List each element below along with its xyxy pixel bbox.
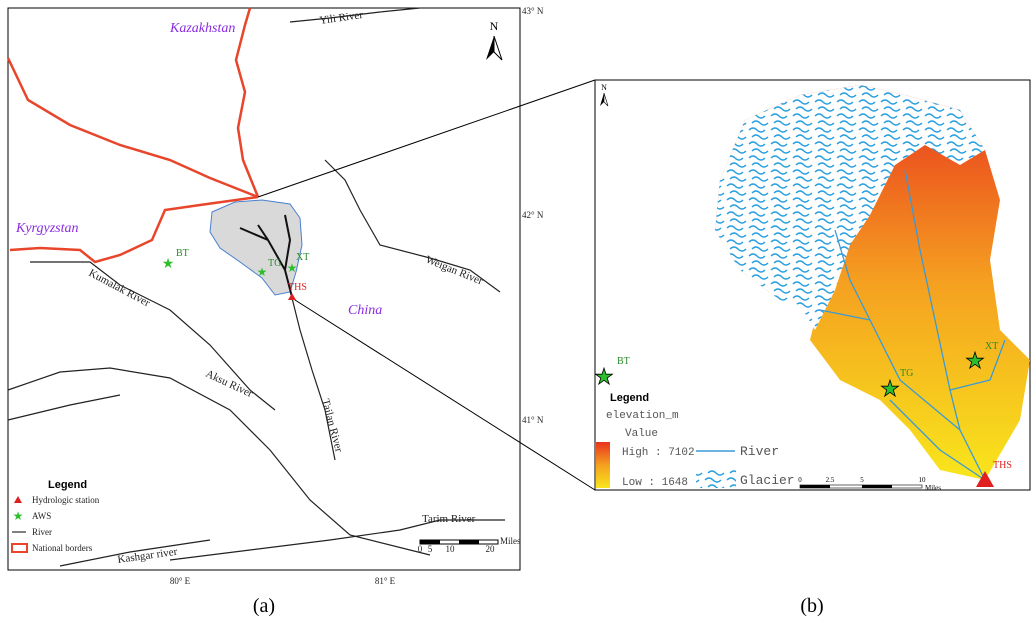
aws-marker: ★ <box>162 257 175 272</box>
station-label: TG <box>900 368 913 379</box>
scale-label: 2.5 <box>826 476 835 484</box>
legend-title: Legend <box>48 479 87 491</box>
scale-label: 0 <box>798 476 802 484</box>
station-label: THS <box>993 460 1012 471</box>
river-label: Tarim River <box>422 513 476 525</box>
station-label: BT <box>176 248 189 259</box>
scale-label: 20 <box>486 544 496 554</box>
north-label: N <box>601 83 607 92</box>
country-label: Kyrgyzstan <box>15 221 78 236</box>
panel-a: Kazakhstan Kyrgyzstan China Yili River W… <box>8 6 544 617</box>
legend-item: River <box>740 444 779 459</box>
scale-label: 5 <box>428 544 433 554</box>
lat-label: 42° N <box>522 210 544 220</box>
legend-item: River <box>32 527 52 537</box>
legend-value: Value <box>625 428 658 440</box>
lon-label: 80° E <box>170 576 191 586</box>
scale-unit: Miles <box>500 536 521 546</box>
caption: (a) <box>253 595 275 617</box>
station-label: XT <box>296 252 309 263</box>
scale-label: 0 <box>418 544 423 554</box>
aws-marker: ★ <box>257 265 268 279</box>
aws-marker: ★ <box>594 364 614 389</box>
legend-field: elevation_m <box>606 410 679 422</box>
lat-label: 41° N <box>522 415 544 425</box>
aws-marker: ★ <box>880 376 900 401</box>
scale-label: 10 <box>919 476 927 484</box>
legend-item: National borders <box>32 543 93 553</box>
scale-unit: Miles <box>925 484 941 492</box>
scale-label: 10 <box>446 544 456 554</box>
station-label: BT <box>617 356 630 367</box>
station-label: XT <box>985 341 998 352</box>
legend-item: AWS <box>32 511 51 521</box>
panel-b: N ★ ★ ★ BT TG XT THS Legend elevation_m … <box>594 80 1030 617</box>
caption: (b) <box>800 595 823 617</box>
country-label: Kazakhstan <box>169 21 235 36</box>
station-label: TG <box>268 258 281 269</box>
legend-high: High : 7102 <box>622 447 695 459</box>
aws-marker: ★ <box>287 261 298 275</box>
figure: Kazakhstan Kyrgyzstan China Yili River W… <box>0 0 1036 621</box>
lat-label: 43° N <box>522 6 544 16</box>
scale-label: 5 <box>860 476 864 484</box>
legend-title: Legend <box>610 392 649 404</box>
station-label: THS <box>288 282 307 293</box>
legend-item: Glacier <box>740 473 795 488</box>
legend-item: Hydrologic station <box>32 495 100 505</box>
country-label: China <box>348 303 382 318</box>
north-label: N <box>490 19 499 33</box>
legend-low: Low : 1648 <box>622 477 688 489</box>
aws-marker: ★ <box>965 348 985 373</box>
svg-text:★: ★ <box>13 509 24 523</box>
lon-label: 81° E <box>375 576 396 586</box>
